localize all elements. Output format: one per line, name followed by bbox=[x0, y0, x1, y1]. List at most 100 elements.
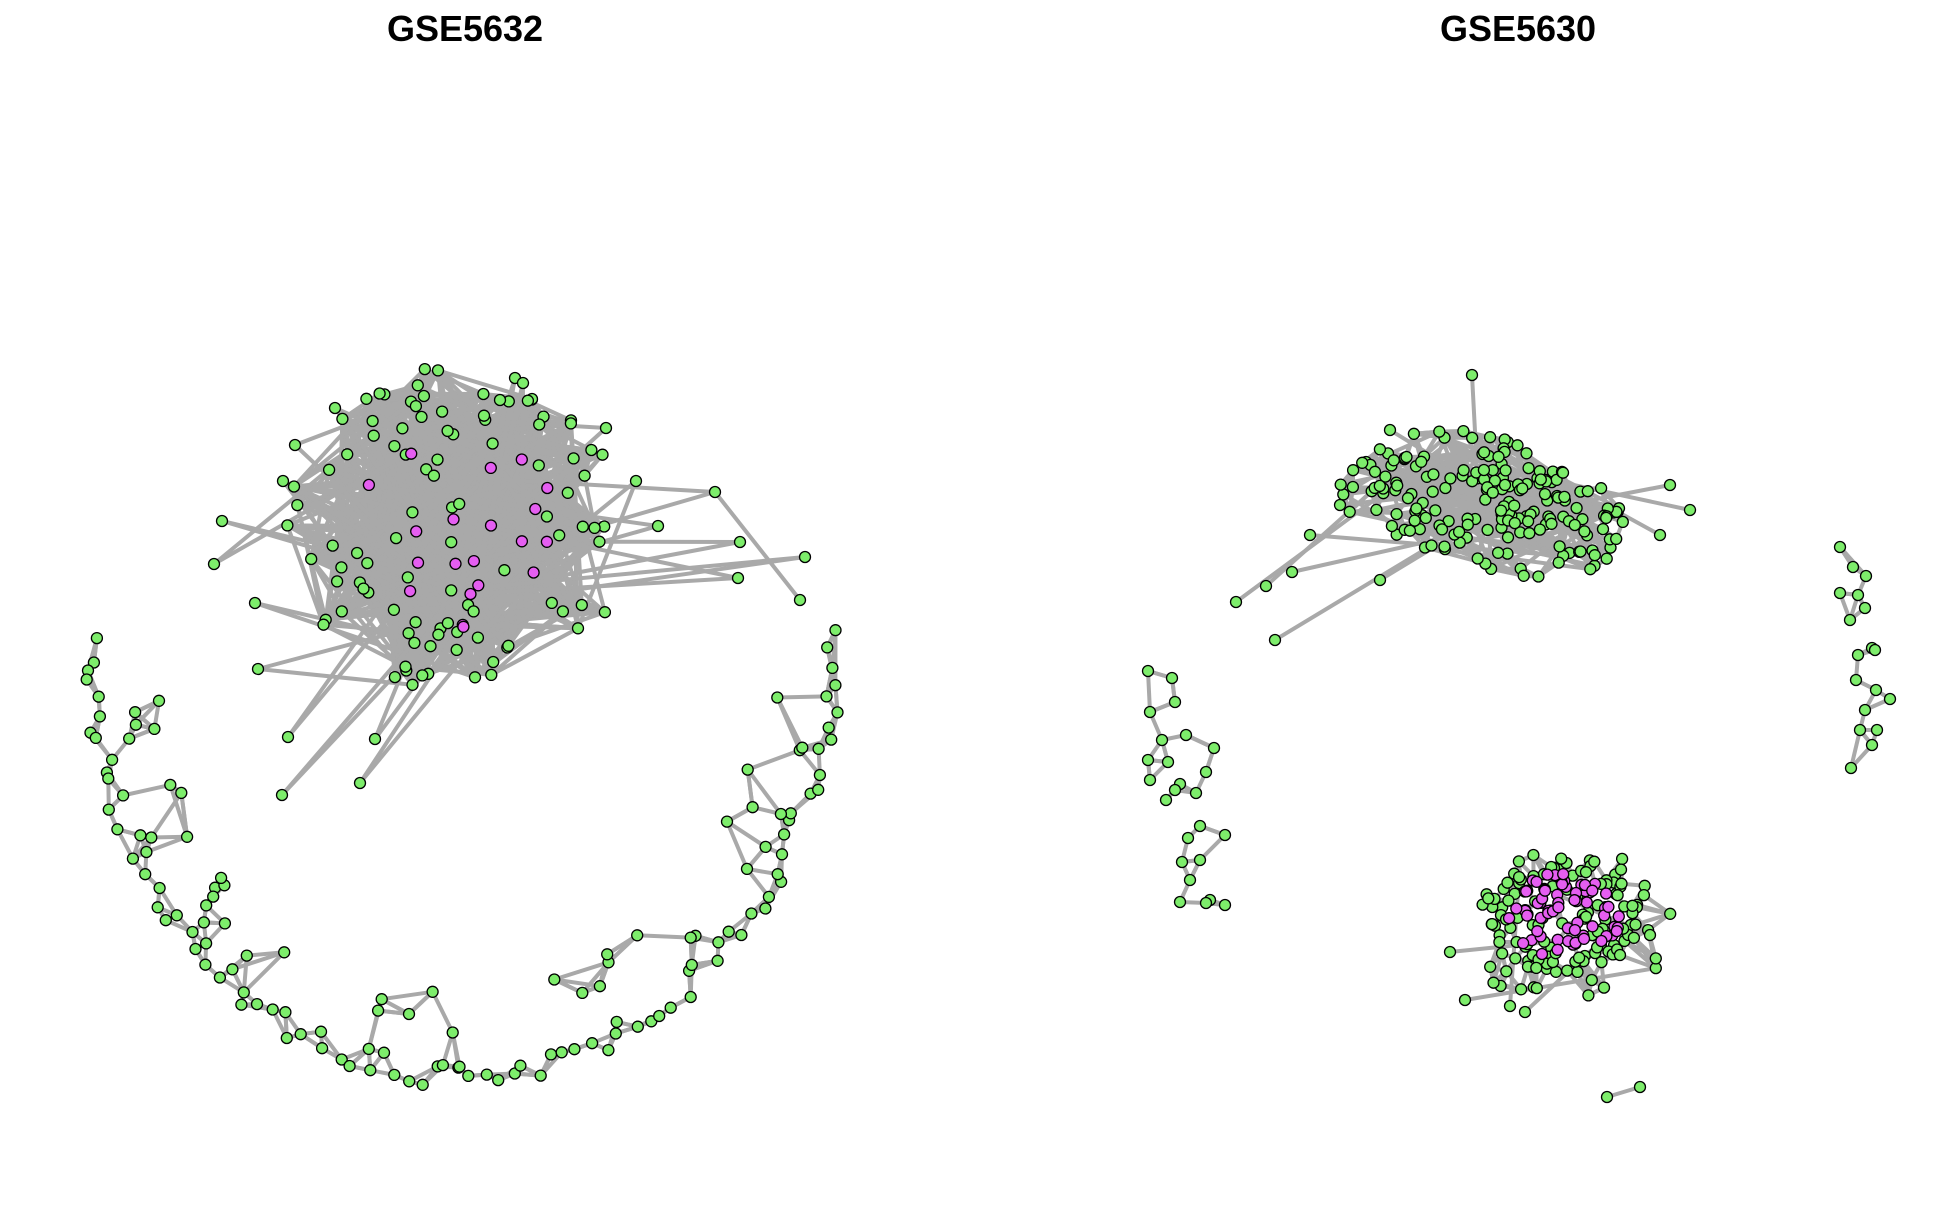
network-edge bbox=[1146, 669, 1152, 714]
network-edge bbox=[292, 484, 740, 580]
network-node bbox=[771, 868, 784, 881]
network-node bbox=[1485, 917, 1499, 931]
network-node-hub bbox=[1535, 947, 1549, 961]
network-node bbox=[1373, 479, 1386, 493]
network-node bbox=[1457, 464, 1470, 477]
network-node bbox=[418, 362, 431, 376]
network-node bbox=[116, 789, 130, 802]
network-edge bbox=[449, 555, 807, 593]
network-node bbox=[1199, 765, 1213, 779]
network-edge bbox=[460, 622, 580, 631]
network-node bbox=[1207, 741, 1221, 755]
network-node bbox=[1868, 643, 1882, 657]
network-node bbox=[1568, 518, 1581, 532]
network-node bbox=[585, 1037, 599, 1050]
network-node bbox=[364, 1064, 377, 1077]
network-node bbox=[1218, 898, 1232, 912]
network-node bbox=[1141, 753, 1155, 767]
network-node bbox=[315, 1042, 329, 1055]
network-edge bbox=[552, 960, 611, 982]
network-node-hub bbox=[515, 535, 529, 548]
network-node bbox=[1419, 511, 1432, 525]
network-node bbox=[1259, 579, 1273, 593]
network-node bbox=[416, 1078, 429, 1091]
network-title-right: GSE5630 bbox=[1439, 8, 1597, 49]
network-node bbox=[651, 519, 665, 533]
network-node bbox=[1633, 1080, 1647, 1094]
network-node bbox=[1503, 999, 1517, 1013]
network-node bbox=[406, 506, 419, 519]
network-node bbox=[1533, 523, 1547, 536]
network-node bbox=[420, 463, 433, 476]
network-node bbox=[1844, 761, 1858, 775]
network-node bbox=[578, 469, 591, 482]
network-node bbox=[1511, 439, 1524, 452]
network-node bbox=[1596, 522, 1610, 536]
network-node bbox=[822, 721, 835, 734]
network-node-hub bbox=[1586, 920, 1599, 933]
network-node bbox=[1491, 546, 1505, 559]
network-node-hub bbox=[1538, 884, 1552, 897]
network-node bbox=[123, 732, 136, 745]
network-node bbox=[368, 732, 382, 746]
network-node bbox=[1403, 524, 1417, 537]
network-node bbox=[281, 730, 295, 744]
network-node bbox=[480, 1068, 493, 1081]
network-node-hub bbox=[472, 579, 485, 592]
network-node bbox=[1883, 692, 1897, 706]
network-node bbox=[1664, 907, 1677, 920]
network-node bbox=[287, 480, 301, 493]
network-edge bbox=[466, 555, 807, 607]
network-node bbox=[735, 928, 748, 942]
network-node bbox=[199, 958, 212, 971]
network-node bbox=[417, 389, 431, 403]
network-node bbox=[153, 881, 166, 895]
network-node-hub bbox=[527, 566, 540, 579]
network-edge bbox=[144, 834, 190, 854]
network-node bbox=[1538, 487, 1552, 501]
network-node-hub bbox=[1541, 868, 1554, 881]
network-edge bbox=[775, 695, 802, 753]
network-node bbox=[1426, 485, 1439, 498]
network-node bbox=[1579, 866, 1593, 879]
network-edge bbox=[489, 626, 580, 677]
network-node bbox=[1435, 523, 1449, 536]
network-node bbox=[1181, 831, 1195, 845]
network-edge bbox=[371, 398, 502, 438]
network-left bbox=[80, 362, 844, 1091]
network-node-hub bbox=[449, 557, 462, 570]
network-node bbox=[1517, 569, 1530, 582]
network-node bbox=[1218, 828, 1232, 842]
network-node bbox=[453, 497, 466, 511]
network-node bbox=[237, 986, 250, 999]
network-node bbox=[1391, 479, 1404, 492]
network-node bbox=[435, 405, 449, 418]
network-node bbox=[406, 678, 419, 691]
network-node bbox=[533, 418, 546, 431]
network-node bbox=[1471, 552, 1484, 565]
network-node bbox=[1570, 501, 1583, 515]
network-node bbox=[1387, 454, 1400, 467]
network-node bbox=[403, 1075, 416, 1088]
network-node bbox=[821, 641, 834, 654]
network-node bbox=[1501, 876, 1514, 889]
network-node bbox=[771, 691, 784, 704]
network-node bbox=[402, 1007, 416, 1021]
network-node bbox=[411, 379, 424, 392]
network-node bbox=[486, 437, 499, 450]
network-node bbox=[396, 422, 409, 435]
network-node bbox=[350, 546, 364, 560]
network-node bbox=[408, 636, 421, 650]
network-node bbox=[341, 448, 354, 461]
network-node bbox=[826, 661, 839, 675]
network-node bbox=[1516, 482, 1529, 495]
network-node bbox=[631, 929, 644, 942]
network-node bbox=[251, 662, 265, 676]
network-node bbox=[159, 914, 172, 927]
network-node bbox=[1498, 478, 1512, 492]
network-node bbox=[1851, 588, 1865, 602]
network-node bbox=[540, 510, 554, 523]
network-node-hub bbox=[464, 587, 477, 601]
network-node bbox=[1553, 540, 1566, 553]
network-node bbox=[175, 786, 188, 800]
